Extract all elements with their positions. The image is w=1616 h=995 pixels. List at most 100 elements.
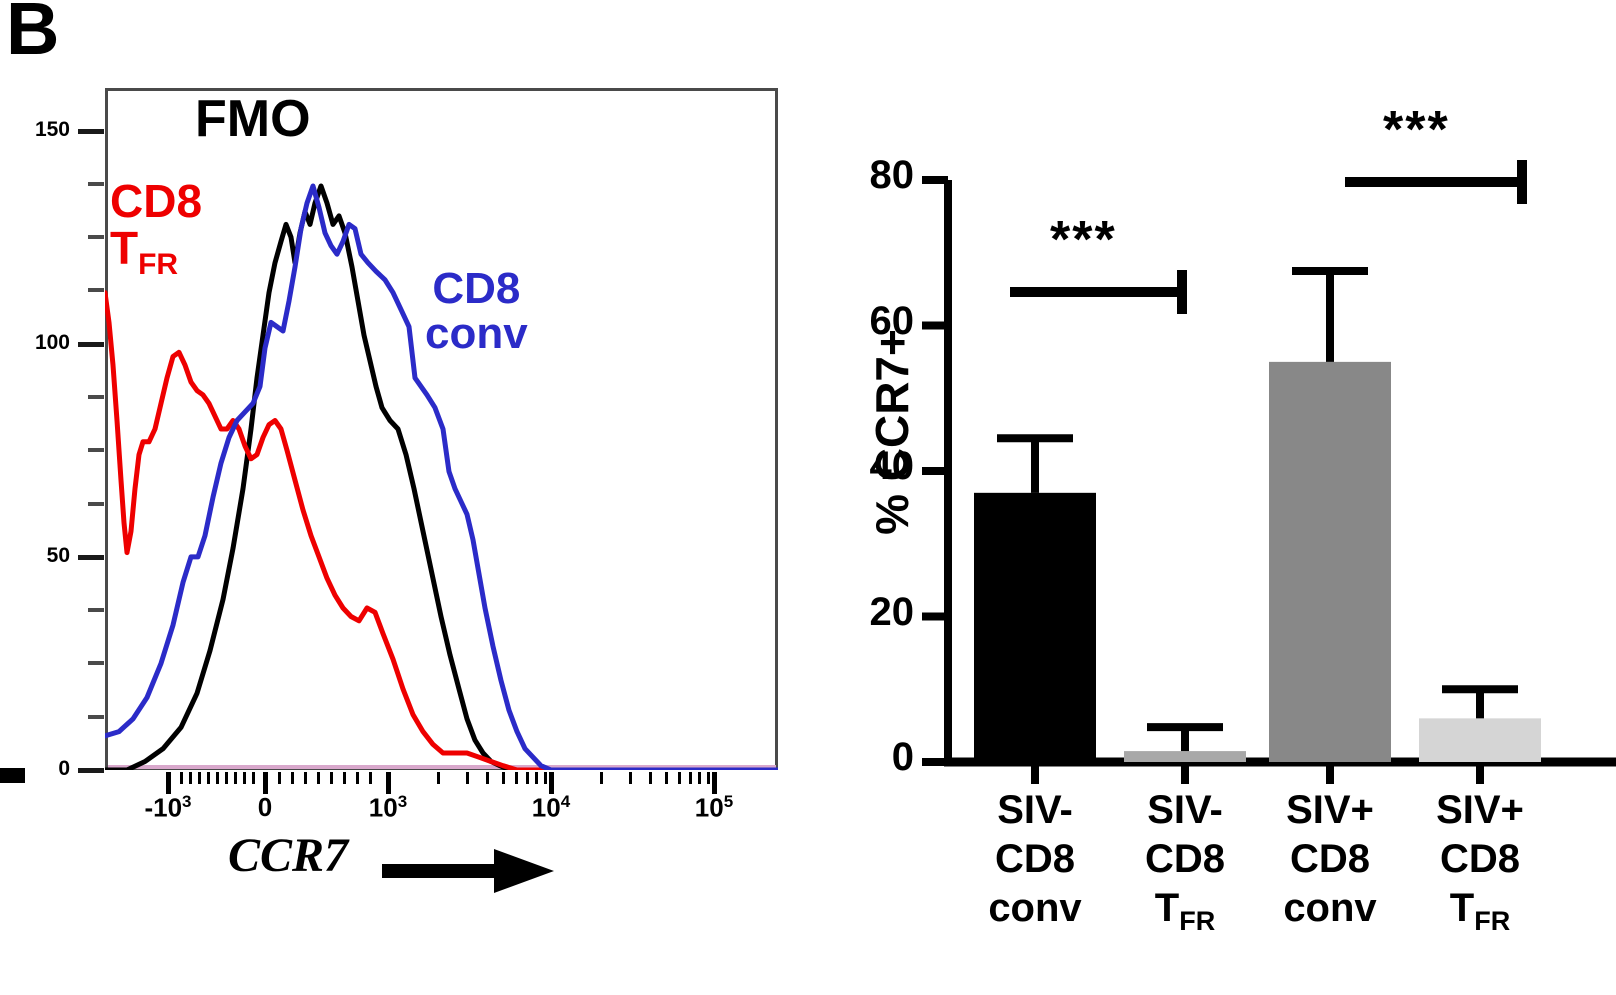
flow-curve [105, 186, 778, 770]
flow-x-minor-tick [465, 772, 469, 784]
bar-category-line: conv [1283, 885, 1377, 930]
flow-x-minor-tick [198, 772, 201, 784]
flow-y-minor-tick [88, 661, 104, 666]
bar-category-line: CD8 [1144, 836, 1226, 881]
tfr-sub: FR [138, 248, 179, 282]
flow-x-major-tick [166, 772, 171, 794]
flow-y-major-tick [78, 768, 104, 773]
flow-x-tick-label: 103 [368, 792, 408, 823]
flow-x-minor-tick [330, 772, 333, 784]
bar-chart-graphics [922, 160, 1616, 784]
bar-4 [1419, 718, 1541, 762]
flow-x-minor-tick [698, 772, 702, 784]
right-arrow-icon [382, 849, 554, 893]
bar-category-label-2: SIV- CD8 TFR [1105, 786, 1265, 938]
bar-3 [1269, 361, 1391, 762]
flow-x-major-tick [712, 772, 717, 794]
flow-x-minor-tick [664, 772, 668, 784]
bar-y-axis-title: % CCR7+ [866, 329, 918, 535]
flow-curve [105, 186, 778, 770]
flow-x-minor-tick [600, 772, 604, 784]
flow-x-minor-tick [234, 772, 237, 784]
bar-category-line: TFR [1449, 885, 1511, 936]
bar-category-line: CD8 [1439, 836, 1521, 881]
panel-letter: B [6, 0, 59, 70]
bar-category-line: SIV+ [1436, 788, 1524, 832]
flow-label-cd8-conv-line2: conv [425, 308, 528, 358]
tfr-t: T [110, 221, 139, 274]
bar-1 [974, 492, 1096, 762]
bar-category-label-1: SIV- CD8 conv [955, 786, 1115, 932]
flow-x-minor-tick [317, 772, 320, 784]
flow-x-minor-tick [514, 772, 518, 784]
bar-category-line: SIV- [997, 788, 1073, 832]
bar-category-line: SIV- [1147, 788, 1223, 832]
flow-label-fmo: FMO [195, 90, 311, 148]
flow-x-minor-tick [278, 772, 281, 784]
flow-label-cd8-tfr-line2: TFR [110, 221, 178, 279]
flow-label-cd8-conv: CD8 conv [425, 264, 528, 358]
flow-x-minor-tick [501, 772, 505, 784]
flow-cytometry-histogram: 0 50 100 150 -103 0 103 104 105 FMO CD8 TFR CD8… [0, 0, 800, 995]
flow-x-axis-title: CCR7 [228, 829, 349, 882]
bar-category-label-4: SIV+ CD8 TFR [1400, 786, 1560, 938]
flow-x-tick-label: 105 [694, 792, 734, 823]
bar-category-line: conv [988, 885, 1082, 930]
flow-x-minor-tick [207, 772, 210, 784]
flow-label-cd8-tfr-line1: CD8 [110, 175, 203, 227]
bar-category-label-3: SIV+ CD8 conv [1250, 786, 1410, 932]
edge-crop-artifact [0, 768, 25, 783]
bar-category-line: SIV+ [1286, 788, 1374, 832]
bar-category-line: CD8 [994, 836, 1076, 881]
flow-x-minor-tick [243, 772, 246, 784]
flow-y-major-tick [78, 554, 104, 560]
bar-category-line: TFR [1154, 885, 1216, 936]
bar-y-tick-label: 60 [869, 298, 915, 343]
flow-x-minor-tick [356, 772, 359, 784]
flow-y-tick-label: 50 [46, 543, 70, 567]
flow-x-minor-tick [225, 772, 228, 784]
flow-y-major-tick [78, 128, 104, 134]
bar-category-subscript: FR [1179, 905, 1216, 936]
flow-x-minor-tick [216, 772, 219, 784]
flow-x-minor-tick [706, 772, 710, 784]
flow-x-minor-tick [252, 772, 255, 784]
flow-label-cd8-conv-line1: CD8 [432, 264, 521, 313]
flow-y-minor-tick [88, 448, 104, 453]
flow-x-minor-tick [628, 772, 632, 784]
flow-x-minor-tick [525, 772, 529, 784]
flow-x-minor-tick [437, 772, 441, 784]
flow-x-minor-tick [369, 772, 372, 784]
flow-baseline [108, 765, 776, 769]
flow-y-tick-label: 150 [34, 117, 70, 141]
flow-x-minor-tick [688, 772, 692, 784]
bar-y-tick-label: 40 [869, 444, 915, 488]
flow-x-major-tick [386, 772, 391, 794]
flow-y-minor-tick [88, 714, 104, 719]
flow-x-tick-label: -103 [144, 792, 192, 823]
flow-y-minor-tick [88, 501, 104, 506]
flow-y-minor-tick [88, 395, 104, 400]
bar-y-tick-label: 0 [891, 735, 914, 779]
bar-y-tick-label: 80 [869, 153, 915, 197]
flow-x-minor-tick [486, 772, 490, 784]
flow-y-tick-label: 100 [34, 330, 70, 354]
bar-category-subscript: FR [1474, 905, 1511, 936]
flow-y-minor-tick [88, 288, 104, 293]
flow-x-major-tick [549, 772, 554, 794]
flow-x-minor-tick [535, 772, 539, 784]
flow-curves [105, 88, 778, 770]
flow-x-minor-tick [343, 772, 346, 784]
flow-x-minor-tick [291, 772, 294, 784]
flow-x-major-tick [263, 772, 268, 794]
bar-chart-ccr7: 0 20 40 60 80 % CCR7+ *** *** SIV- CD8 conv SIV-… [800, 0, 1616, 995]
flow-y-tick-label: 0 [58, 757, 70, 780]
flow-x-minor-tick [677, 772, 681, 784]
flow-x-minor-tick [649, 772, 653, 784]
flow-curve [105, 293, 778, 770]
bar-y-tick-label: 20 [869, 589, 915, 634]
flow-x-tick-label: 0 [257, 792, 273, 822]
flow-x-minor-tick [189, 772, 192, 784]
flow-x-minor-tick [180, 772, 183, 784]
